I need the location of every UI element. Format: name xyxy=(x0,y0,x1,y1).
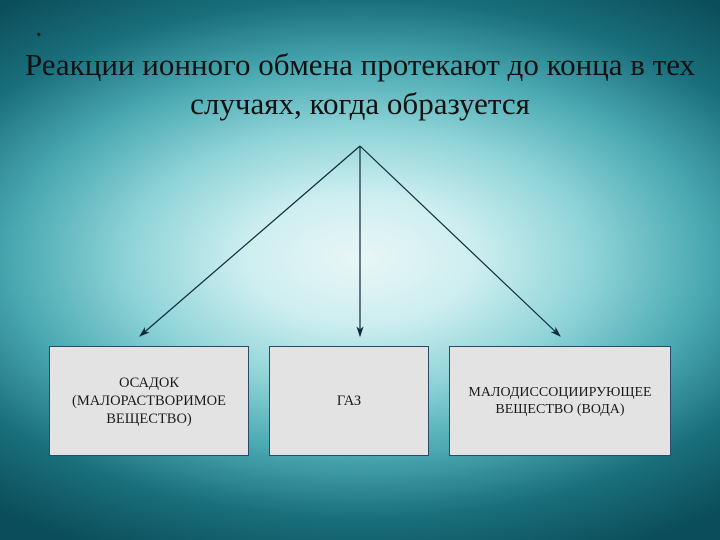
arrow-left xyxy=(140,146,360,336)
slide-title: Реакции ионного обмена протекают до конц… xyxy=(0,46,720,124)
box-gas: ГАЗ xyxy=(269,346,429,456)
boxes-row: ОСАДОК (МАЛОРАСТВОРИМОЕ ВЕЩЕСТВО) ГАЗ МА… xyxy=(0,346,720,456)
bullet-dot: . xyxy=(35,10,43,44)
box-sediment: ОСАДОК (МАЛОРАСТВОРИМОЕ ВЕЩЕСТВО) xyxy=(49,346,249,456)
slide: . Реакции ионного обмена протекают до ко… xyxy=(0,0,720,540)
arrow-diagram xyxy=(0,140,720,350)
box-water: МАЛОДИССОЦИИРУЮЩЕЕ ВЕЩЕСТВО (ВОДА) xyxy=(449,346,671,456)
arrow-right xyxy=(360,146,560,336)
